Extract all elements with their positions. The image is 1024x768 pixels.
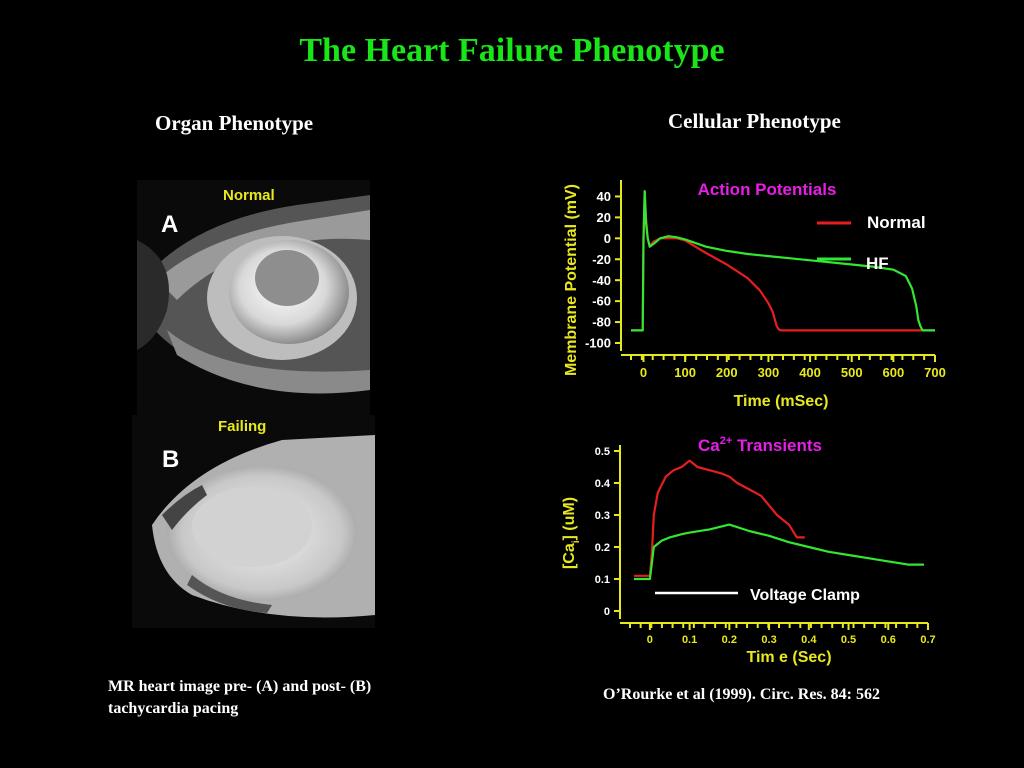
cellular-phenotype-heading: Cellular Phenotype (668, 109, 841, 133)
ca-chart-title: Ca2+ Transients (698, 435, 822, 455)
ap-legend: Normal HF (817, 213, 926, 273)
ap-x-tick-label: 500 (841, 365, 863, 380)
ca-series-normal (634, 459, 805, 577)
ap-x-tick-label: 0 (640, 365, 647, 380)
mr-caption-line-2: tachycardia pacing (108, 700, 239, 717)
normal-image-label: Normal (223, 187, 275, 204)
ap-y-tick-label: 0 (604, 231, 611, 246)
slide-title: The Heart Failure Phenotype (299, 32, 725, 69)
ap-lines (631, 190, 935, 332)
ap-chart-title: Action Potentials (698, 180, 837, 199)
ca-y-tick-label: 0.1 (595, 574, 610, 586)
ap-x-tick-label: 200 (716, 365, 738, 380)
image-letter-b: B (162, 446, 179, 473)
ap-y-tick-label: -80 (592, 315, 611, 330)
legend-normal-label: Normal (867, 213, 926, 232)
action-potential-chart: Action Potentials Membrane Potential (mV… (563, 180, 946, 410)
ap-x-tick-label: 600 (883, 365, 905, 380)
mr-image-caption: MR heart image pre- (A) and post- (B) ta… (108, 676, 468, 720)
ap-x-tick-label: 100 (674, 365, 696, 380)
ca-y-axis-label: [Cai] (uM) (561, 497, 582, 569)
ap-x-tick-label: 400 (799, 365, 821, 380)
ap-y-tick-label: -100 (585, 336, 611, 351)
ca-x-tick-label: 0.1 (682, 634, 697, 646)
ca-y-tick-label: 0 (604, 606, 610, 618)
ca-x-tick-label: 0.7 (920, 634, 935, 646)
mr-caption-line-1: MR heart image pre- (A) and post- (B) (108, 678, 372, 695)
mr-image-normal: Normal A (137, 180, 370, 425)
ca-x-tick-label: 0.4 (801, 634, 817, 646)
mr-image-failing: Failing B (132, 415, 375, 628)
ca-x-axis-label: Tim e (Sec) (746, 649, 831, 666)
image-letter-a: A (161, 211, 178, 238)
ap-y-axis-label: Membrane Potential (mV) (563, 184, 580, 376)
ca-y-tick-label: 0.4 (595, 478, 611, 490)
ca-x-tick-label: 0 (647, 634, 653, 646)
ap-x-axis-label: Time (mSec) (734, 393, 829, 410)
ap-x-tick-label: 700 (924, 365, 946, 380)
ca-x-tick-label: 0.6 (881, 634, 896, 646)
ap-y-tick-label: -40 (592, 273, 611, 288)
ca-y-tick-label: 0.2 (595, 542, 610, 554)
legend-hf-label: HF (866, 254, 889, 273)
ap-axes: 0 100 200 300 400 500 600 70040200-20-40-60-80-… (585, 180, 946, 380)
ap-y-tick-label: -60 (592, 294, 611, 309)
calcium-transient-chart: Ca2+ Transients [Cai] (uM) Tim e (Sec) 0… (561, 435, 936, 666)
ca-series-hf (634, 523, 924, 581)
voltage-clamp-label: Voltage Clamp (750, 587, 860, 604)
ca-y-tick-label: 0.3 (595, 510, 610, 522)
ap-x-tick-label: 300 (758, 365, 780, 380)
ap-y-tick-label: -20 (592, 252, 611, 267)
ca-y-tick-label: 0.5 (595, 446, 610, 458)
ca-axes: 0 0.1 0.2 0.3 0.4 0.5 0.6 0.7 0.5 0.4 0.3 0.2 0.1 0 (595, 445, 936, 646)
ap-series-hf (631, 190, 935, 332)
failing-image-label: Failing (218, 418, 266, 435)
ca-x-tick-label: 0.5 (841, 634, 856, 646)
ca-x-tick-label: 0.2 (722, 634, 737, 646)
ca-x-tick-label: 0.3 (761, 634, 776, 646)
ap-y-tick-label: 20 (597, 210, 611, 225)
citation: O’Rourke et al (1999). Circ. Res. 84: 56… (603, 686, 880, 703)
ap-y-tick-label: 40 (597, 189, 611, 204)
organ-phenotype-heading: Organ Phenotype (155, 111, 314, 135)
ca-lines (634, 459, 924, 581)
